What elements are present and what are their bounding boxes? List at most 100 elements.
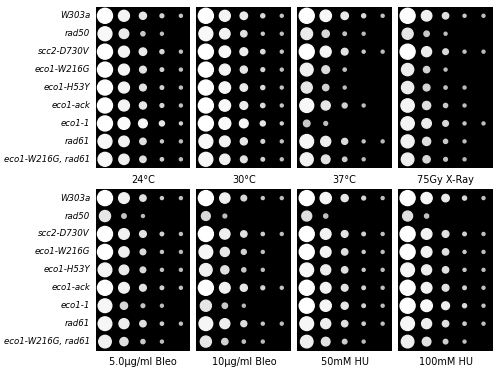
Ellipse shape <box>463 322 466 325</box>
Ellipse shape <box>423 156 430 163</box>
Ellipse shape <box>160 140 164 143</box>
Ellipse shape <box>320 247 331 257</box>
Ellipse shape <box>240 138 248 145</box>
Text: rad61: rad61 <box>65 319 90 328</box>
Ellipse shape <box>260 50 265 54</box>
Ellipse shape <box>198 116 214 131</box>
Ellipse shape <box>482 14 485 17</box>
Ellipse shape <box>262 251 264 254</box>
Text: eco1-W216G, rad61: eco1-W216G, rad61 <box>4 337 90 346</box>
Ellipse shape <box>482 50 485 53</box>
Ellipse shape <box>262 340 264 343</box>
Ellipse shape <box>280 140 283 143</box>
Ellipse shape <box>118 193 130 204</box>
Ellipse shape <box>98 263 112 277</box>
Ellipse shape <box>140 102 146 109</box>
Ellipse shape <box>300 317 314 330</box>
Ellipse shape <box>302 211 312 221</box>
Ellipse shape <box>320 300 332 311</box>
Ellipse shape <box>180 122 182 125</box>
Text: 100mM HU: 100mM HU <box>418 357 472 367</box>
Ellipse shape <box>98 191 112 205</box>
Ellipse shape <box>322 337 330 346</box>
Ellipse shape <box>342 321 348 327</box>
Ellipse shape <box>199 152 213 166</box>
Ellipse shape <box>180 322 182 325</box>
Ellipse shape <box>180 197 182 200</box>
Ellipse shape <box>400 280 415 295</box>
Ellipse shape <box>220 28 230 39</box>
Ellipse shape <box>362 50 365 53</box>
Ellipse shape <box>300 335 313 348</box>
Ellipse shape <box>342 103 347 108</box>
Ellipse shape <box>381 140 384 143</box>
Ellipse shape <box>261 14 265 18</box>
Ellipse shape <box>381 251 384 254</box>
Ellipse shape <box>463 122 466 125</box>
Ellipse shape <box>422 102 430 110</box>
Ellipse shape <box>442 284 449 291</box>
Ellipse shape <box>242 340 246 343</box>
Ellipse shape <box>444 103 448 108</box>
Ellipse shape <box>362 232 366 236</box>
Ellipse shape <box>98 8 112 23</box>
Text: scc2-D730V: scc2-D730V <box>38 229 90 238</box>
Ellipse shape <box>299 227 314 241</box>
Ellipse shape <box>362 268 365 271</box>
Ellipse shape <box>180 158 182 161</box>
Ellipse shape <box>98 135 112 148</box>
Ellipse shape <box>463 50 466 53</box>
Ellipse shape <box>400 227 415 241</box>
Ellipse shape <box>198 44 214 59</box>
Ellipse shape <box>301 82 312 93</box>
Ellipse shape <box>342 138 347 144</box>
Ellipse shape <box>240 12 248 19</box>
Ellipse shape <box>402 211 412 221</box>
Ellipse shape <box>119 29 128 39</box>
Ellipse shape <box>422 265 432 275</box>
Ellipse shape <box>222 338 228 345</box>
Text: eco1-ack: eco1-ack <box>51 101 90 110</box>
Ellipse shape <box>199 135 213 148</box>
Ellipse shape <box>118 282 130 293</box>
Ellipse shape <box>402 81 413 94</box>
Ellipse shape <box>341 302 348 309</box>
Ellipse shape <box>140 156 146 163</box>
Ellipse shape <box>122 214 126 218</box>
Ellipse shape <box>280 50 283 53</box>
Ellipse shape <box>222 303 228 309</box>
Ellipse shape <box>381 232 384 235</box>
Ellipse shape <box>118 10 130 21</box>
Ellipse shape <box>322 66 330 74</box>
Ellipse shape <box>322 30 330 38</box>
Ellipse shape <box>98 98 112 113</box>
Ellipse shape <box>220 154 230 164</box>
Ellipse shape <box>482 232 485 235</box>
Ellipse shape <box>262 268 264 271</box>
Ellipse shape <box>362 286 366 290</box>
Ellipse shape <box>381 268 384 271</box>
Ellipse shape <box>223 214 226 218</box>
Ellipse shape <box>444 339 448 344</box>
Text: rad50: rad50 <box>65 29 90 38</box>
Ellipse shape <box>240 284 248 291</box>
Ellipse shape <box>463 251 466 254</box>
Ellipse shape <box>300 135 314 148</box>
Ellipse shape <box>442 267 448 273</box>
Ellipse shape <box>304 120 310 127</box>
Ellipse shape <box>160 14 164 18</box>
Ellipse shape <box>118 136 129 147</box>
Ellipse shape <box>160 86 164 89</box>
Ellipse shape <box>142 215 144 218</box>
Text: W303a: W303a <box>60 194 90 203</box>
Ellipse shape <box>180 140 182 143</box>
Ellipse shape <box>280 68 283 71</box>
Ellipse shape <box>400 8 415 23</box>
Ellipse shape <box>140 249 146 255</box>
Ellipse shape <box>400 191 415 205</box>
Ellipse shape <box>299 280 314 295</box>
Ellipse shape <box>280 197 283 200</box>
Ellipse shape <box>280 32 283 35</box>
Ellipse shape <box>240 48 248 56</box>
Ellipse shape <box>280 232 283 235</box>
